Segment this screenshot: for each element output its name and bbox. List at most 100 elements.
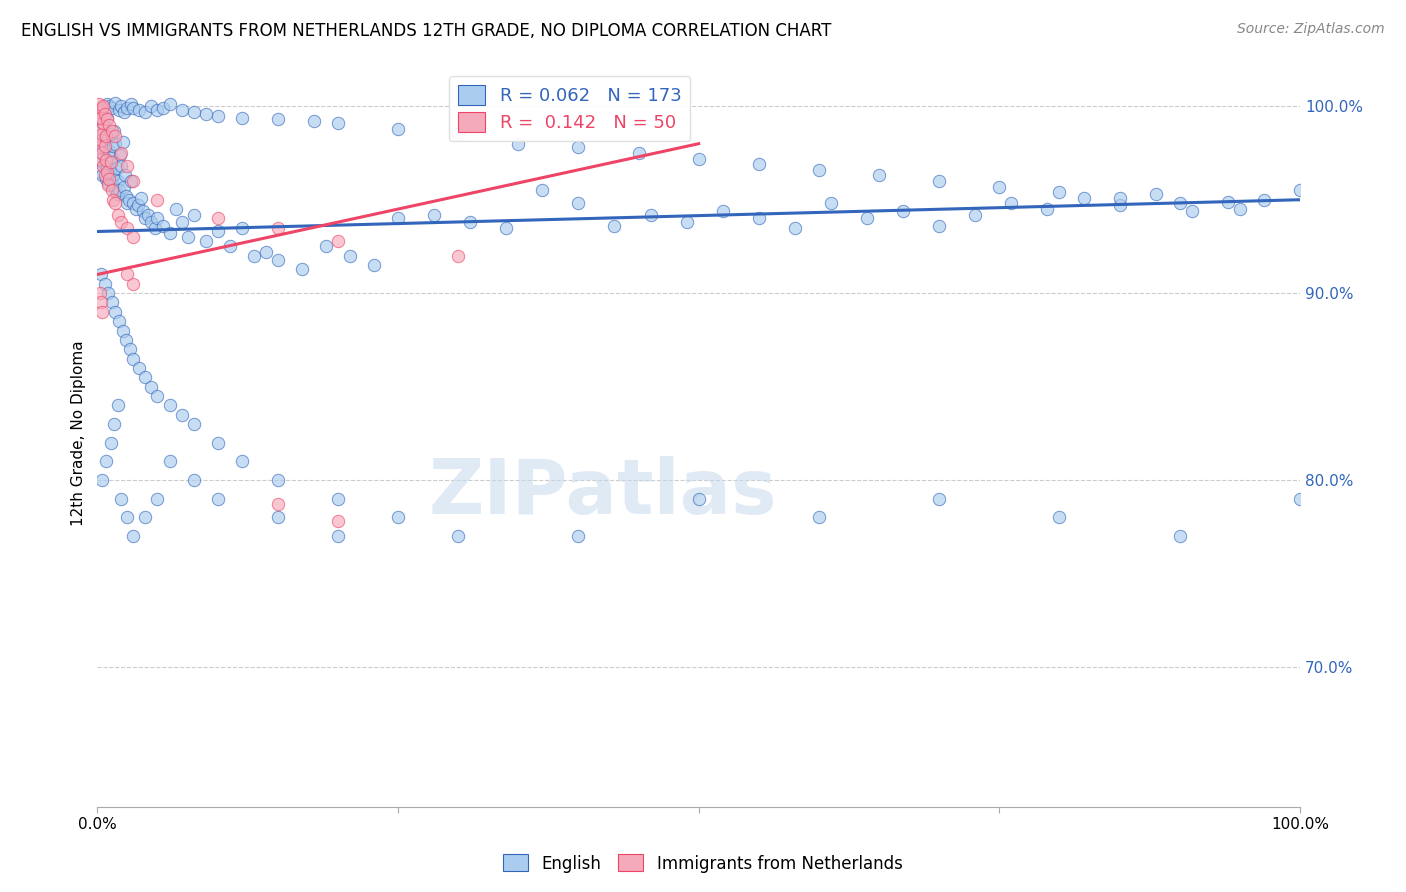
Point xyxy=(118,342,141,356)
Text: ZIPatlas: ZIPatlas xyxy=(429,456,776,530)
Point xyxy=(120,174,142,188)
Point xyxy=(110,159,132,173)
Point xyxy=(170,103,193,117)
Point xyxy=(291,261,314,276)
Point xyxy=(326,529,349,543)
Point xyxy=(183,417,205,431)
Point xyxy=(122,196,145,211)
Point xyxy=(856,211,879,226)
Point xyxy=(103,417,125,431)
Point xyxy=(100,155,122,169)
Point xyxy=(117,159,139,173)
Point xyxy=(98,118,121,132)
Point xyxy=(134,370,156,384)
Point xyxy=(125,202,148,216)
Point xyxy=(96,112,118,127)
Point xyxy=(90,133,112,147)
Point xyxy=(965,208,987,222)
Point xyxy=(141,99,163,113)
Text: Source: ZipAtlas.com: Source: ZipAtlas.com xyxy=(1237,22,1385,37)
Point xyxy=(90,146,112,161)
Point xyxy=(108,314,131,328)
Point xyxy=(110,491,132,506)
Point xyxy=(194,234,217,248)
Point xyxy=(159,227,181,241)
Point xyxy=(89,104,111,119)
Point xyxy=(91,121,114,136)
Point xyxy=(103,167,125,181)
Point xyxy=(108,103,131,117)
Point xyxy=(91,473,114,487)
Point xyxy=(267,510,290,524)
Point xyxy=(748,157,770,171)
Point xyxy=(207,211,229,226)
Point xyxy=(194,107,217,121)
Point xyxy=(94,152,117,166)
Point xyxy=(117,101,139,115)
Point xyxy=(688,491,710,506)
Point xyxy=(242,249,264,263)
Point xyxy=(146,389,169,403)
Point xyxy=(326,116,349,130)
Point xyxy=(90,268,112,282)
Point xyxy=(531,183,554,197)
Y-axis label: 12th Grade, No Diploma: 12th Grade, No Diploma xyxy=(72,341,86,526)
Point xyxy=(93,116,115,130)
Point xyxy=(103,123,125,137)
Point xyxy=(1000,196,1022,211)
Point xyxy=(231,454,253,468)
Point xyxy=(122,101,145,115)
Point xyxy=(101,150,124,164)
Point xyxy=(1108,191,1130,205)
Point xyxy=(820,196,842,211)
Point xyxy=(100,128,122,142)
Point xyxy=(183,104,205,119)
Point xyxy=(143,220,166,235)
Point xyxy=(89,286,111,301)
Point xyxy=(94,454,117,468)
Point xyxy=(688,152,710,166)
Point xyxy=(1049,186,1071,200)
Point xyxy=(315,239,337,253)
Point xyxy=(90,133,112,147)
Point xyxy=(1144,187,1167,202)
Point xyxy=(117,196,139,211)
Point xyxy=(89,153,111,168)
Point xyxy=(91,169,114,183)
Point xyxy=(141,379,163,393)
Point xyxy=(207,225,229,239)
Point xyxy=(91,305,114,319)
Point xyxy=(387,211,409,226)
Point xyxy=(447,249,470,263)
Point xyxy=(207,435,229,450)
Point xyxy=(93,142,115,156)
Point xyxy=(928,219,950,233)
Point xyxy=(104,136,127,151)
Point xyxy=(100,435,122,450)
Point xyxy=(97,178,120,192)
Point xyxy=(93,169,115,183)
Point xyxy=(93,99,115,113)
Point xyxy=(101,170,124,185)
Point xyxy=(508,136,530,151)
Legend: R = 0.062   N = 173, R =  0.142   N = 50: R = 0.062 N = 173, R = 0.142 N = 50 xyxy=(449,76,690,141)
Point xyxy=(104,129,127,144)
Point xyxy=(146,103,169,117)
Point xyxy=(326,491,349,506)
Point xyxy=(783,220,806,235)
Point xyxy=(87,140,110,154)
Point xyxy=(111,324,134,338)
Point xyxy=(1168,196,1191,211)
Point xyxy=(91,101,114,115)
Point xyxy=(107,174,129,188)
Point xyxy=(458,215,481,229)
Point xyxy=(152,101,174,115)
Point xyxy=(115,333,138,347)
Point xyxy=(447,529,470,543)
Point xyxy=(98,162,121,177)
Point xyxy=(101,193,124,207)
Point xyxy=(159,454,181,468)
Point xyxy=(267,497,290,511)
Point xyxy=(94,153,117,168)
Point xyxy=(807,510,830,524)
